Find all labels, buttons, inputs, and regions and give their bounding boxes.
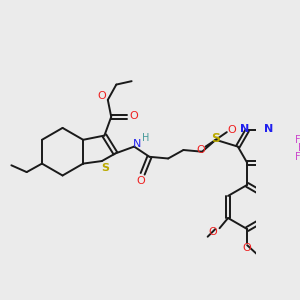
Text: O: O xyxy=(208,226,217,237)
Text: S: S xyxy=(211,132,220,145)
Text: H: H xyxy=(142,133,150,143)
Text: N: N xyxy=(264,124,273,134)
Text: N: N xyxy=(240,124,249,134)
Text: O: O xyxy=(227,124,236,135)
Text: O: O xyxy=(98,92,106,101)
Text: O: O xyxy=(243,243,252,253)
Text: S: S xyxy=(101,163,109,173)
Text: N: N xyxy=(134,139,142,149)
Text: F: F xyxy=(295,152,300,162)
Text: O: O xyxy=(129,111,138,121)
Text: F: F xyxy=(298,143,300,153)
Text: O: O xyxy=(136,176,145,186)
Text: O: O xyxy=(196,145,205,155)
Text: F: F xyxy=(295,135,300,145)
